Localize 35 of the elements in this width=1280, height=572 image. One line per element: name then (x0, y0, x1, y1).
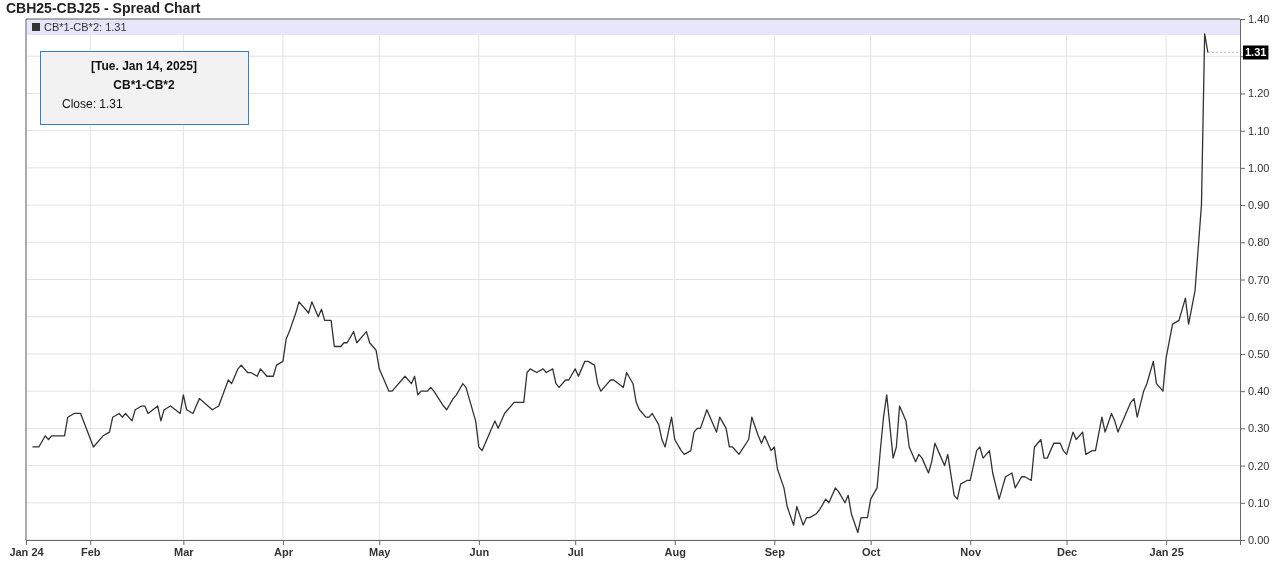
x-tick-label: Dec (1056, 545, 1078, 558)
x-tick-label: Jan 25 (1149, 545, 1184, 558)
y-tick-label: 0.80 (1248, 236, 1270, 249)
x-tick-label: Apr (273, 545, 294, 558)
y-tick-label: 0.90 (1248, 199, 1270, 212)
y-tick-label: 0.40 (1248, 385, 1270, 398)
x-tick-label: Feb (80, 545, 101, 558)
y-tick-label: 1.00 (1248, 161, 1270, 174)
x-tick-label: Oct (861, 545, 881, 558)
annotation: [Tue. Jan 14, 2025] (91, 59, 197, 73)
y-tick-label: 0.20 (1248, 459, 1270, 472)
x-tick-label: May (369, 545, 392, 558)
y-tick-label: 0.00 (1248, 534, 1270, 547)
y-tick-label: 1.10 (1248, 124, 1270, 137)
y-tick-label: 0.30 (1248, 422, 1270, 435)
x-tick-label: Sep (764, 545, 786, 558)
y-tick-label: 0.70 (1248, 273, 1270, 286)
annotation: 1.31 (1245, 46, 1267, 59)
chart-title: CBH25-CBJ25 - Spread Chart (6, 0, 201, 16)
info-box: [Tue. Jan 14, 2025] CB*1-CB*2 Close: 1.31 (40, 51, 249, 125)
x-tick-label: Nov (960, 545, 982, 558)
x-tick-label: Mar (174, 545, 195, 558)
x-tick-label: Jan 24 (9, 545, 45, 558)
annotation: CB*1-CB*2 (113, 78, 175, 92)
x-tick-label: Aug (664, 545, 686, 558)
line-series (31, 33, 1209, 534)
x-tick-label: Jun (469, 545, 490, 558)
legend-label: CB*1-CB*2: 1.31 (44, 21, 127, 33)
y-tick-label: 0.50 (1248, 347, 1270, 360)
annotation: Close: 1.31 (62, 97, 124, 111)
y-tick-label: 1.40 (1248, 13, 1270, 26)
y-tick-label: 1.20 (1248, 87, 1270, 100)
x-tick-label: Jul (567, 545, 584, 558)
y-tick-label: 0.10 (1248, 496, 1270, 509)
y-tick-label: 0.60 (1248, 310, 1270, 323)
